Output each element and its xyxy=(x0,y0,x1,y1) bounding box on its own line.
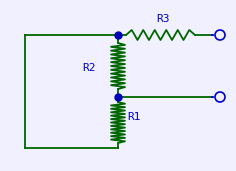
Text: R2: R2 xyxy=(83,63,96,73)
Text: R1: R1 xyxy=(127,112,140,122)
Text: R3: R3 xyxy=(156,14,170,24)
